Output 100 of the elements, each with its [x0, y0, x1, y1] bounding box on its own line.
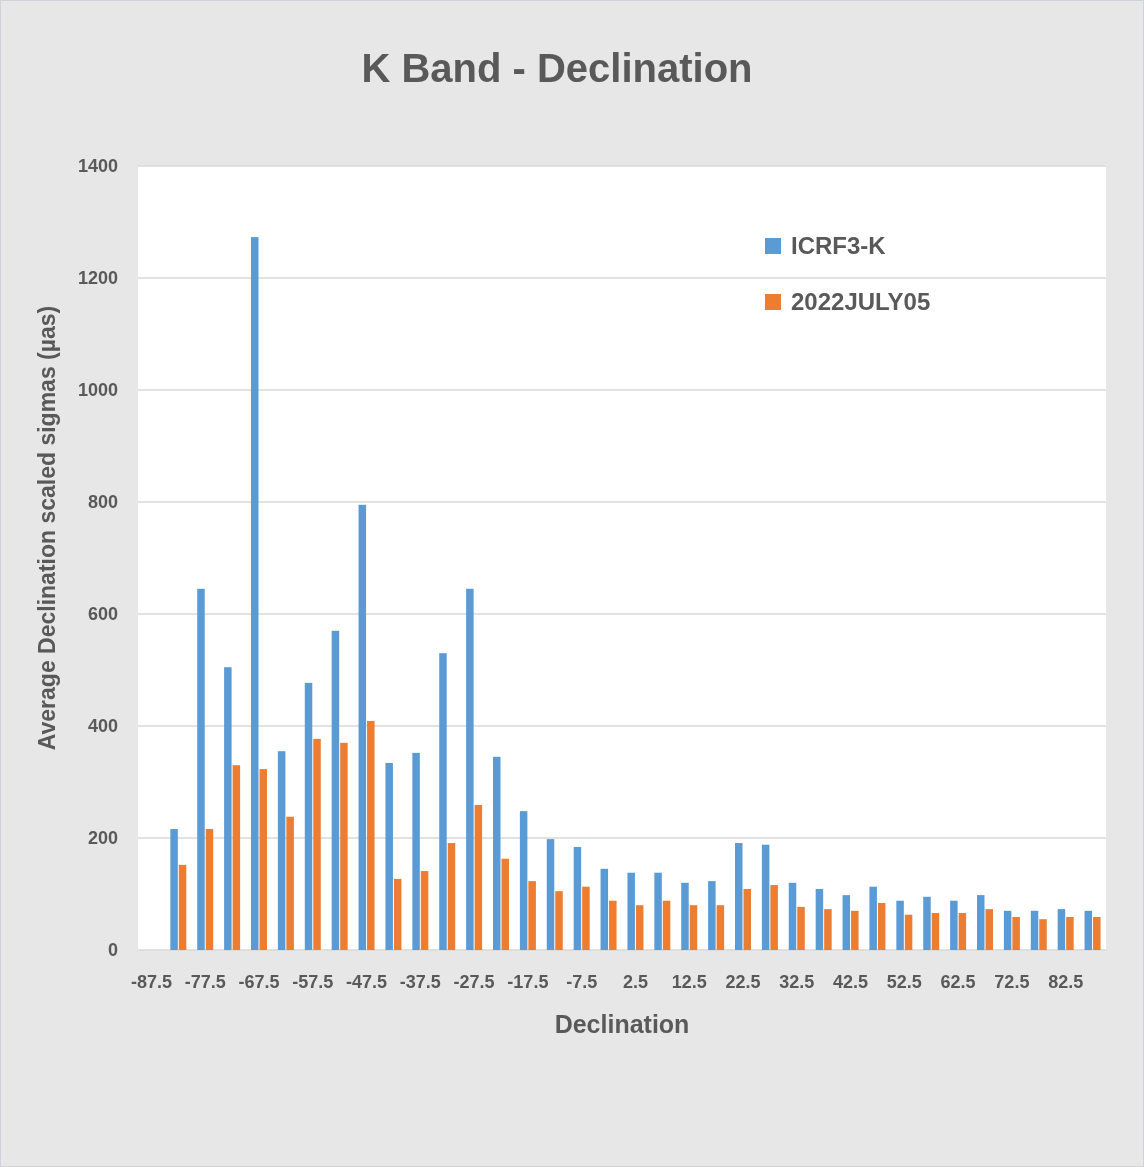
- bar: [439, 653, 447, 950]
- x-tick-label: 2.5: [622, 972, 648, 992]
- bar: [205, 829, 214, 950]
- bar: [842, 895, 851, 950]
- x-tick-label: 22.5: [725, 972, 761, 992]
- bar: [412, 752, 420, 950]
- x-tick-label: -77.5: [184, 972, 226, 992]
- bar: [466, 588, 474, 950]
- bar: [1066, 916, 1074, 950]
- bar: [420, 871, 429, 950]
- x-tick-label: -17.5: [507, 972, 549, 992]
- y-tick-label: 400: [87, 716, 118, 737]
- bar: [708, 881, 716, 950]
- bar: [224, 667, 232, 950]
- bar: [743, 888, 751, 950]
- bar: [851, 910, 859, 950]
- x-axis-title: Declination: [554, 1010, 690, 1038]
- x-tick-label: 82.5: [1048, 972, 1084, 992]
- bar: [1084, 910, 1093, 950]
- bar: [716, 905, 725, 950]
- x-tick-label: -27.5: [453, 972, 495, 992]
- bar: [815, 888, 824, 950]
- y-tick-label: 1000: [77, 380, 118, 401]
- x-tick-label: -47.5: [346, 972, 388, 992]
- bar: [985, 909, 993, 950]
- x-tick-label: 62.5: [940, 972, 976, 992]
- legend-label: 2022JULY05: [791, 288, 931, 316]
- bar: [178, 864, 187, 950]
- bar: [331, 630, 340, 950]
- bar: [788, 882, 797, 950]
- bar: [385, 762, 393, 950]
- bar: [519, 811, 528, 950]
- x-tick-label: -67.5: [238, 972, 280, 992]
- chart-title: K Band - Declination: [361, 46, 753, 90]
- bar: [877, 902, 886, 950]
- bar: [635, 905, 644, 950]
- bar: [501, 858, 509, 950]
- bar: [797, 906, 805, 950]
- bar: [573, 846, 582, 950]
- bar: [977, 895, 985, 950]
- bar: [609, 900, 617, 950]
- y-tick-label: 600: [87, 604, 118, 625]
- bar: [1093, 916, 1101, 950]
- bar: [528, 881, 536, 950]
- bar: [1039, 919, 1047, 950]
- y-axis-title: Average Declination scaled sigmas (µas): [34, 305, 60, 751]
- bar: [923, 896, 931, 950]
- bar: [662, 900, 671, 950]
- bar: [654, 872, 662, 950]
- bar: [358, 504, 367, 950]
- bar: [824, 909, 832, 950]
- bar: [1012, 916, 1020, 950]
- bar: [904, 914, 913, 950]
- y-tick-label: 200: [87, 828, 118, 849]
- x-tick-label: 32.5: [779, 972, 815, 992]
- bar: [689, 905, 698, 950]
- x-tick-label: -87.5: [130, 972, 172, 992]
- y-tick-label: 800: [87, 492, 118, 513]
- y-tick-label: 1400: [77, 156, 118, 177]
- bar: [600, 868, 609, 950]
- bar: [313, 738, 321, 950]
- bar: [304, 682, 313, 950]
- bar: [681, 882, 689, 950]
- bar: [393, 878, 402, 950]
- bar: [1057, 909, 1066, 950]
- bar: [1003, 910, 1012, 950]
- x-tick-label: 42.5: [833, 972, 869, 992]
- bar: [259, 769, 267, 950]
- x-tick-label: -37.5: [399, 972, 441, 992]
- bar: [770, 885, 778, 950]
- x-tick-label: 12.5: [671, 972, 707, 992]
- y-tick-label: 1200: [77, 268, 118, 289]
- bar: [555, 891, 563, 950]
- bar: [896, 900, 904, 950]
- bar: [340, 742, 348, 950]
- bar: [474, 804, 483, 950]
- bar: [232, 765, 241, 950]
- x-tick-label: -57.5: [292, 972, 334, 992]
- bar: [367, 720, 375, 950]
- y-tick-label: 0: [107, 940, 118, 961]
- x-tick-label: 52.5: [886, 972, 922, 992]
- bar: [286, 816, 294, 950]
- bar: [869, 886, 877, 950]
- bar: [1030, 910, 1039, 950]
- bar: [582, 886, 590, 950]
- x-tick-label: 72.5: [994, 972, 1030, 992]
- legend-label: ICRF3-K: [791, 232, 887, 260]
- bar: [447, 843, 456, 950]
- bar: [170, 829, 178, 950]
- bar: [277, 751, 286, 950]
- bar: [931, 913, 940, 950]
- bar: [251, 237, 259, 950]
- x-tick-label: -7.5: [566, 972, 598, 992]
- bar: [627, 872, 635, 950]
- bar: [761, 844, 770, 950]
- bar: [197, 588, 205, 950]
- bar: [958, 913, 967, 950]
- bar: [735, 843, 743, 950]
- bar: [546, 839, 555, 950]
- bar: [950, 900, 958, 950]
